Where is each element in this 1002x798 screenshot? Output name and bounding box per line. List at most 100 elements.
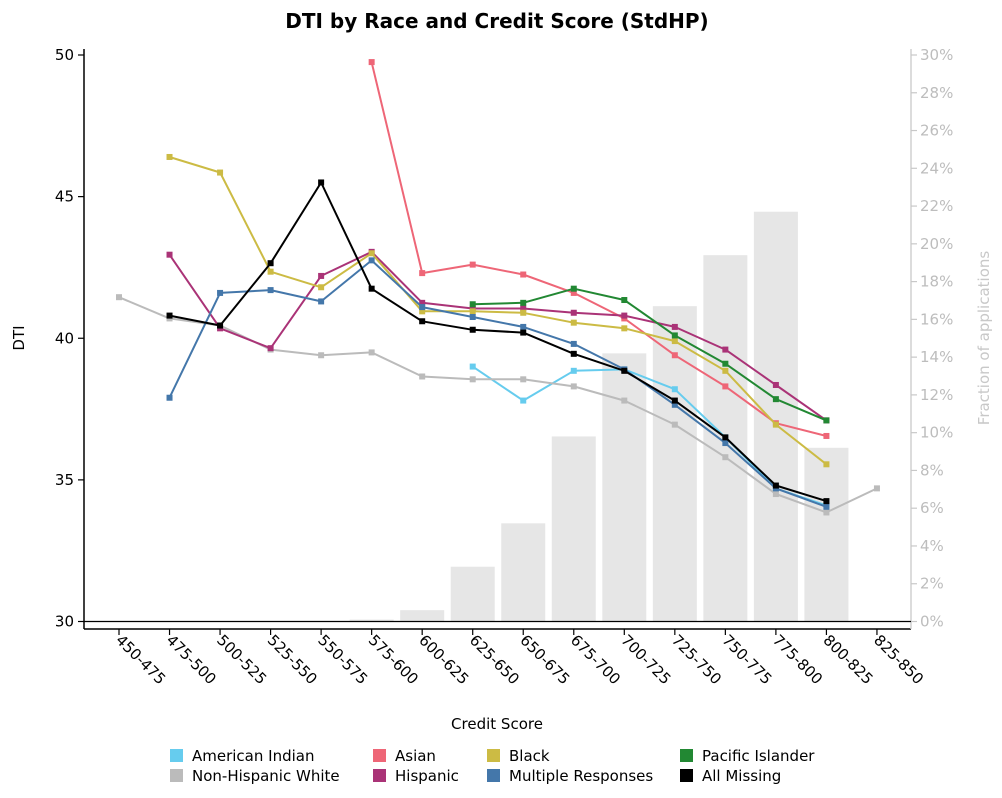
application-bar-575-600 xyxy=(349,619,394,622)
legend: American Indian Non-Hispanic White Asian Hi… xyxy=(170,747,815,785)
marker-black xyxy=(772,421,779,428)
x-tick-label: 600-625 xyxy=(415,631,472,688)
marker-american-indian xyxy=(570,367,577,374)
legend-item-all-missing: All Missing xyxy=(680,767,781,785)
chart-title: DTI by Race and Credit Score (StdHP) xyxy=(285,9,708,33)
series-pacific-islander xyxy=(469,285,830,424)
marker-non-hispanic-white xyxy=(823,509,830,516)
x-tick-label: 775-800 xyxy=(769,631,826,688)
marker-black xyxy=(722,367,729,374)
bars-layer xyxy=(349,211,849,622)
y2-tick-label: 12% xyxy=(920,386,953,404)
application-bar-800-825 xyxy=(804,447,849,622)
marker-multiple-responses xyxy=(469,314,476,321)
marker-multiple-responses xyxy=(267,287,274,294)
x-tick-label: 675-700 xyxy=(567,631,624,688)
y2-tick-label: 10% xyxy=(920,424,953,442)
marker-hispanic xyxy=(570,309,577,316)
series-black xyxy=(166,153,830,468)
y2-tick-label: 14% xyxy=(920,348,953,366)
marker-non-hispanic-white xyxy=(469,376,476,383)
y2-tick-label: 24% xyxy=(920,159,953,177)
marker-black xyxy=(419,308,426,315)
marker-hispanic xyxy=(722,346,729,353)
line-pacific-islander xyxy=(472,287,827,422)
marker-all-missing xyxy=(217,322,224,329)
marker-american-indian xyxy=(520,397,527,404)
marker-asian xyxy=(823,432,830,439)
y-axis-label: DTI xyxy=(10,325,28,350)
application-bar-600-625 xyxy=(400,610,445,622)
marker-pacific-islander xyxy=(520,299,527,306)
marker-black xyxy=(469,308,476,315)
marker-all-missing xyxy=(469,326,476,333)
y2-tick-label: 0% xyxy=(920,613,944,631)
y-tick-label: 35 xyxy=(55,471,74,489)
marker-all-missing xyxy=(267,260,274,267)
marker-asian xyxy=(570,289,577,296)
lines-layer xyxy=(116,59,880,516)
marker-asian xyxy=(722,383,729,390)
marker-hispanic xyxy=(419,299,426,306)
y2-tick-label: 30% xyxy=(920,46,953,64)
marker-non-hispanic-white xyxy=(671,421,678,428)
legend-swatch xyxy=(487,749,500,762)
marker-asian xyxy=(419,270,426,277)
marker-multiple-responses xyxy=(570,340,577,347)
marker-pacific-islander xyxy=(722,360,729,367)
marker-all-missing xyxy=(166,312,173,319)
y2-tick-label: 2% xyxy=(920,575,944,593)
x-tick-label: 725-750 xyxy=(668,631,725,688)
marker-all-missing xyxy=(722,434,729,441)
marker-all-missing xyxy=(368,285,375,292)
marker-multiple-responses xyxy=(823,503,830,510)
line-all-missing xyxy=(169,181,827,503)
marker-multiple-responses xyxy=(722,440,729,447)
y2-tick-label: 28% xyxy=(920,84,953,102)
marker-pacific-islander xyxy=(671,332,678,339)
line-asian xyxy=(370,61,827,437)
y2-tick-label: 4% xyxy=(920,537,944,555)
marker-all-missing xyxy=(570,350,577,357)
line-hispanic xyxy=(168,250,827,422)
marker-black xyxy=(267,268,274,275)
marker-black xyxy=(570,319,577,326)
marker-black xyxy=(823,461,830,468)
legend-item-asian: Asian xyxy=(373,747,436,765)
series-all-missing xyxy=(166,179,830,505)
legend-item-american-indian: American Indian xyxy=(170,747,314,765)
marker-multiple-responses xyxy=(368,257,375,264)
marker-non-hispanic-white xyxy=(419,373,426,380)
y2-tick-label: 20% xyxy=(920,235,953,253)
marker-non-hispanic-white xyxy=(318,352,325,359)
marker-asian xyxy=(671,352,678,359)
marker-asian xyxy=(520,271,527,278)
x-tick-label: 550-575 xyxy=(314,631,371,688)
marker-multiple-responses xyxy=(520,323,527,330)
application-bar-650-675 xyxy=(501,523,546,622)
y-tick-label: 40 xyxy=(55,329,74,347)
marker-asian xyxy=(469,261,476,268)
application-bar-675-700 xyxy=(551,436,596,622)
legend-swatch xyxy=(170,749,183,762)
x-tick-label: 800-825 xyxy=(820,631,877,688)
legend-item-non-hispanic-white: Non-Hispanic White xyxy=(170,767,340,785)
marker-black xyxy=(621,325,628,332)
marker-all-missing xyxy=(671,397,678,404)
marker-non-hispanic-white xyxy=(570,383,577,390)
legend-swatch xyxy=(680,769,693,782)
marker-non-hispanic-white xyxy=(520,376,527,383)
legend-label: American Indian xyxy=(192,747,314,765)
marker-multiple-responses xyxy=(419,304,426,311)
marker-all-missing xyxy=(318,179,325,186)
x-tick-label: 625-650 xyxy=(466,631,523,688)
y2-tick-label: 16% xyxy=(920,310,953,328)
marker-black xyxy=(671,338,678,345)
marker-american-indian xyxy=(469,363,476,370)
line-black xyxy=(169,156,828,466)
marker-hispanic xyxy=(267,345,274,352)
marker-hispanic xyxy=(520,305,527,312)
legend-swatch xyxy=(373,769,386,782)
x-axis-label: Credit Score xyxy=(451,715,543,733)
marker-asian xyxy=(368,59,375,66)
